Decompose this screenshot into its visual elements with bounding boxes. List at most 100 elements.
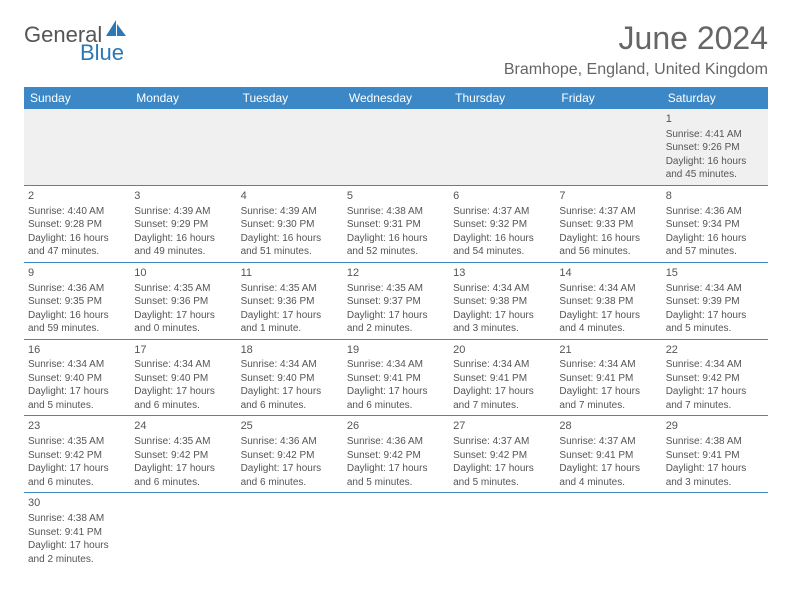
day-daylight2: and 57 minutes. — [666, 245, 764, 259]
day-sunset: Sunset: 9:29 PM — [134, 218, 232, 232]
day-cell: 12Sunrise: 4:35 AMSunset: 9:37 PMDayligh… — [343, 263, 449, 339]
day-number: 1 — [666, 112, 764, 127]
day-cell: 8Sunrise: 4:36 AMSunset: 9:34 PMDaylight… — [662, 186, 768, 262]
day-daylight2: and 6 minutes. — [241, 476, 339, 490]
week-row: 1Sunrise: 4:41 AMSunset: 9:26 PMDaylight… — [24, 109, 768, 186]
day-sunrise: Sunrise: 4:34 AM — [666, 358, 764, 372]
day-sunrise: Sunrise: 4:35 AM — [134, 282, 232, 296]
day-cell: 9Sunrise: 4:36 AMSunset: 9:35 PMDaylight… — [24, 263, 130, 339]
day-cell: 4Sunrise: 4:39 AMSunset: 9:30 PMDaylight… — [237, 186, 343, 262]
day-daylight2: and 5 minutes. — [666, 322, 764, 336]
day-daylight1: Daylight: 17 hours — [134, 385, 232, 399]
logo-text-2: Blue — [80, 40, 124, 66]
day-sunset: Sunset: 9:37 PM — [347, 295, 445, 309]
day-sunrise: Sunrise: 4:36 AM — [347, 435, 445, 449]
day-sunset: Sunset: 9:26 PM — [666, 141, 764, 155]
day-sunrise: Sunrise: 4:34 AM — [453, 358, 551, 372]
day-sunrise: Sunrise: 4:34 AM — [134, 358, 232, 372]
empty-cell — [343, 109, 449, 185]
day-cell: 26Sunrise: 4:36 AMSunset: 9:42 PMDayligh… — [343, 416, 449, 492]
day-sunrise: Sunrise: 4:38 AM — [666, 435, 764, 449]
day-daylight2: and 7 minutes. — [666, 399, 764, 413]
day-daylight1: Daylight: 16 hours — [666, 232, 764, 246]
day-sunset: Sunset: 9:40 PM — [134, 372, 232, 386]
day-sunset: Sunset: 9:40 PM — [241, 372, 339, 386]
day-number: 18 — [241, 343, 339, 358]
day-cell: 10Sunrise: 4:35 AMSunset: 9:36 PMDayligh… — [130, 263, 236, 339]
day-number: 16 — [28, 343, 126, 358]
day-header-wednesday: Wednesday — [343, 87, 449, 109]
empty-cell — [24, 109, 130, 185]
day-cell: 11Sunrise: 4:35 AMSunset: 9:36 PMDayligh… — [237, 263, 343, 339]
day-sunset: Sunset: 9:30 PM — [241, 218, 339, 232]
day-number: 5 — [347, 189, 445, 204]
day-number: 11 — [241, 266, 339, 281]
day-sunrise: Sunrise: 4:34 AM — [559, 358, 657, 372]
day-header-tuesday: Tuesday — [237, 87, 343, 109]
day-sunset: Sunset: 9:42 PM — [347, 449, 445, 463]
day-daylight1: Daylight: 17 hours — [241, 385, 339, 399]
day-daylight1: Daylight: 17 hours — [347, 462, 445, 476]
week-row: 16Sunrise: 4:34 AMSunset: 9:40 PMDayligh… — [24, 340, 768, 417]
day-sunrise: Sunrise: 4:34 AM — [347, 358, 445, 372]
day-daylight2: and 5 minutes. — [28, 399, 126, 413]
day-daylight1: Daylight: 17 hours — [453, 385, 551, 399]
day-daylight1: Daylight: 17 hours — [241, 462, 339, 476]
day-cell: 2Sunrise: 4:40 AMSunset: 9:28 PMDaylight… — [24, 186, 130, 262]
day-cell: 27Sunrise: 4:37 AMSunset: 9:42 PMDayligh… — [449, 416, 555, 492]
day-daylight1: Daylight: 16 hours — [559, 232, 657, 246]
day-number: 7 — [559, 189, 657, 204]
day-daylight2: and 4 minutes. — [559, 322, 657, 336]
day-number: 21 — [559, 343, 657, 358]
logo: General Blue — [24, 20, 130, 49]
day-daylight1: Daylight: 17 hours — [559, 462, 657, 476]
day-number: 3 — [134, 189, 232, 204]
day-sunrise: Sunrise: 4:34 AM — [241, 358, 339, 372]
day-sunrise: Sunrise: 4:34 AM — [453, 282, 551, 296]
day-number: 25 — [241, 419, 339, 434]
day-number: 27 — [453, 419, 551, 434]
day-sunset: Sunset: 9:41 PM — [28, 526, 126, 540]
day-cell: 29Sunrise: 4:38 AMSunset: 9:41 PMDayligh… — [662, 416, 768, 492]
day-daylight2: and 47 minutes. — [28, 245, 126, 259]
day-headers-row: SundayMondayTuesdayWednesdayThursdayFrid… — [24, 87, 768, 109]
day-daylight1: Daylight: 16 hours — [28, 309, 126, 323]
calendar-page: General Blue June 2024 Bramhope, England… — [0, 0, 792, 589]
day-daylight1: Daylight: 16 hours — [453, 232, 551, 246]
day-sunrise: Sunrise: 4:39 AM — [134, 205, 232, 219]
day-daylight1: Daylight: 17 hours — [666, 462, 764, 476]
day-daylight2: and 1 minute. — [241, 322, 339, 336]
day-daylight2: and 52 minutes. — [347, 245, 445, 259]
day-sunset: Sunset: 9:42 PM — [453, 449, 551, 463]
day-sunset: Sunset: 9:34 PM — [666, 218, 764, 232]
day-daylight1: Daylight: 17 hours — [28, 462, 126, 476]
day-daylight1: Daylight: 17 hours — [666, 385, 764, 399]
day-sunset: Sunset: 9:41 PM — [453, 372, 551, 386]
day-cell: 1Sunrise: 4:41 AMSunset: 9:26 PMDaylight… — [662, 109, 768, 185]
day-number: 20 — [453, 343, 551, 358]
day-daylight1: Daylight: 17 hours — [453, 309, 551, 323]
day-sunrise: Sunrise: 4:37 AM — [453, 205, 551, 219]
day-sunset: Sunset: 9:40 PM — [28, 372, 126, 386]
empty-cell — [343, 493, 449, 569]
day-daylight1: Daylight: 16 hours — [28, 232, 126, 246]
day-sunset: Sunset: 9:36 PM — [134, 295, 232, 309]
day-header-sunday: Sunday — [24, 87, 130, 109]
day-daylight2: and 5 minutes. — [347, 476, 445, 490]
day-cell: 15Sunrise: 4:34 AMSunset: 9:39 PMDayligh… — [662, 263, 768, 339]
header: General Blue June 2024 Bramhope, England… — [24, 20, 768, 79]
day-sunset: Sunset: 9:28 PM — [28, 218, 126, 232]
day-daylight2: and 0 minutes. — [134, 322, 232, 336]
empty-cell — [662, 493, 768, 569]
day-sunrise: Sunrise: 4:34 AM — [666, 282, 764, 296]
day-number: 8 — [666, 189, 764, 204]
day-cell: 30Sunrise: 4:38 AMSunset: 9:41 PMDayligh… — [24, 493, 130, 569]
empty-cell — [130, 109, 236, 185]
day-sunrise: Sunrise: 4:35 AM — [241, 282, 339, 296]
day-daylight2: and 7 minutes. — [453, 399, 551, 413]
day-daylight1: Daylight: 17 hours — [559, 385, 657, 399]
day-sunset: Sunset: 9:38 PM — [559, 295, 657, 309]
day-daylight2: and 45 minutes. — [666, 168, 764, 182]
week-row: 2Sunrise: 4:40 AMSunset: 9:28 PMDaylight… — [24, 186, 768, 263]
day-daylight1: Daylight: 16 hours — [666, 155, 764, 169]
